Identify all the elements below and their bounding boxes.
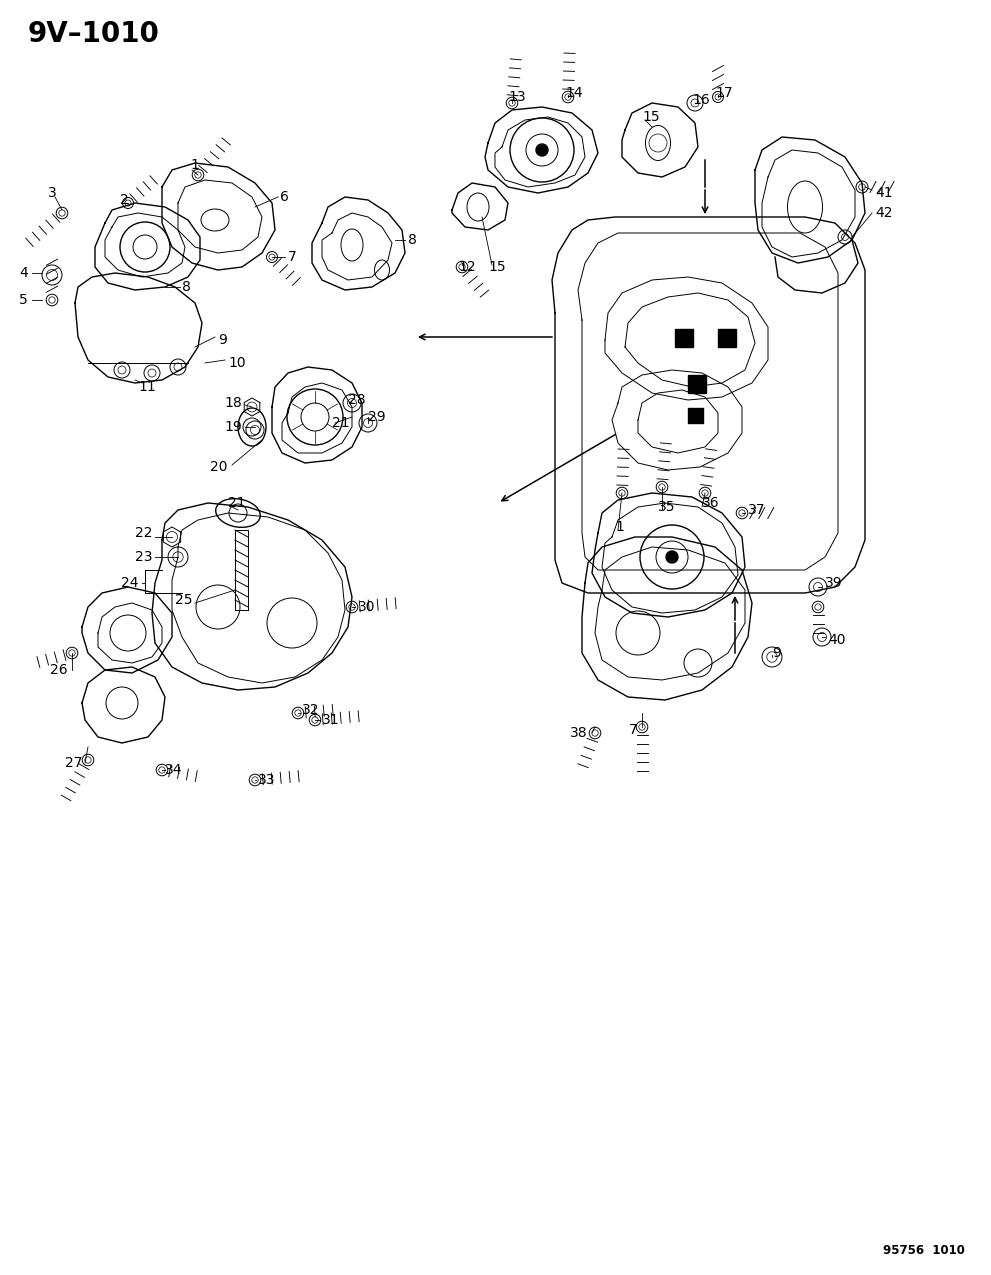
Text: 8: 8 xyxy=(182,280,191,295)
Text: 33: 33 xyxy=(258,773,275,787)
Text: 42: 42 xyxy=(875,207,893,221)
Text: 19: 19 xyxy=(224,419,242,434)
Text: 15: 15 xyxy=(488,260,505,274)
Text: 27: 27 xyxy=(64,756,82,770)
Text: 21: 21 xyxy=(332,416,350,430)
Text: 17: 17 xyxy=(715,85,732,99)
Text: 31: 31 xyxy=(322,713,340,727)
Text: 11: 11 xyxy=(138,380,156,394)
Text: 37: 37 xyxy=(748,504,765,516)
Text: 8: 8 xyxy=(408,233,417,247)
Text: 5: 5 xyxy=(19,293,28,307)
Bar xyxy=(688,408,703,423)
Text: 41: 41 xyxy=(875,186,893,200)
Text: 35: 35 xyxy=(658,500,676,514)
Text: 14: 14 xyxy=(565,85,583,99)
Circle shape xyxy=(666,551,678,564)
Text: 34: 34 xyxy=(165,762,182,776)
Bar xyxy=(675,329,693,347)
Text: 6: 6 xyxy=(280,190,288,204)
Text: 29: 29 xyxy=(368,411,385,425)
Text: 9: 9 xyxy=(772,646,781,660)
Text: 7: 7 xyxy=(288,250,296,264)
Text: 15: 15 xyxy=(642,110,660,124)
Bar xyxy=(688,375,706,393)
Text: 9: 9 xyxy=(218,333,227,347)
Bar xyxy=(718,329,736,347)
Text: 28: 28 xyxy=(348,393,366,407)
Text: 4: 4 xyxy=(19,266,28,280)
Text: 21: 21 xyxy=(228,496,246,510)
Text: 30: 30 xyxy=(358,601,376,615)
Text: 18: 18 xyxy=(224,397,242,411)
Text: 16: 16 xyxy=(692,93,710,107)
Text: 32: 32 xyxy=(302,703,319,717)
Text: 13: 13 xyxy=(508,91,525,105)
Text: 9V–1010: 9V–1010 xyxy=(28,20,160,48)
Text: 12: 12 xyxy=(458,260,476,274)
Text: 36: 36 xyxy=(702,496,719,510)
Text: 26: 26 xyxy=(51,663,68,677)
Text: 23: 23 xyxy=(135,550,152,564)
Text: 20: 20 xyxy=(210,460,228,474)
Text: 1: 1 xyxy=(615,520,624,534)
Text: 3: 3 xyxy=(48,186,56,200)
Text: 38: 38 xyxy=(571,725,588,739)
Circle shape xyxy=(536,144,548,156)
Text: 24: 24 xyxy=(121,576,138,590)
Text: 10: 10 xyxy=(228,356,246,370)
Text: 1: 1 xyxy=(190,158,199,172)
Text: 2: 2 xyxy=(120,193,129,207)
Text: 39: 39 xyxy=(825,576,842,590)
Text: 7: 7 xyxy=(629,723,638,737)
Text: 25: 25 xyxy=(174,593,192,607)
Text: 40: 40 xyxy=(828,632,845,646)
Text: 95756  1010: 95756 1010 xyxy=(883,1244,965,1257)
Text: 22: 22 xyxy=(135,527,152,541)
